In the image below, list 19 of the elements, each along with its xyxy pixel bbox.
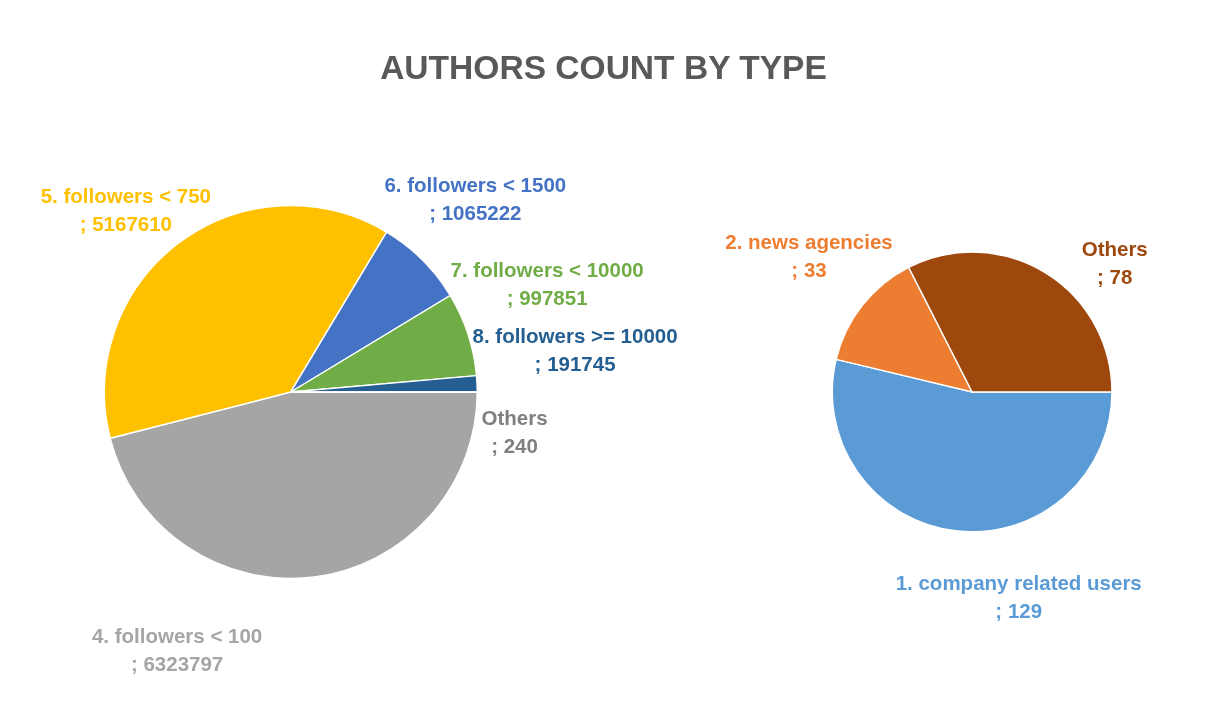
- data-label: ; 6323797: [130, 651, 224, 675]
- slice-label: 8. followers >= 10000: [472, 323, 678, 347]
- slice-label: 4. followers < 100: [91, 623, 263, 647]
- slice-label: 6. followers < 1500: [384, 172, 567, 196]
- slice-label: 7. followers < 10000: [450, 258, 644, 282]
- slice-label: Others: [481, 405, 548, 429]
- data-label: ; 1065222: [429, 200, 522, 224]
- data-label: ; 240: [491, 433, 538, 457]
- slice-label: Others: [1081, 236, 1148, 260]
- chart-title: AUTHORS COUNT BY TYPE: [380, 48, 827, 86]
- slice-label: 5. followers < 750: [40, 183, 212, 207]
- slice-label: 2. news agencies: [725, 230, 893, 254]
- data-label: ; 5167610: [79, 211, 172, 235]
- slice-label: 1. company related users: [895, 570, 1142, 594]
- data-label: ; 129: [995, 598, 1043, 622]
- data-label: ; 33: [791, 258, 827, 282]
- data-label: ; 191745: [534, 351, 616, 375]
- data-label: ; 78: [1097, 264, 1133, 288]
- data-label: ; 997851: [506, 286, 588, 310]
